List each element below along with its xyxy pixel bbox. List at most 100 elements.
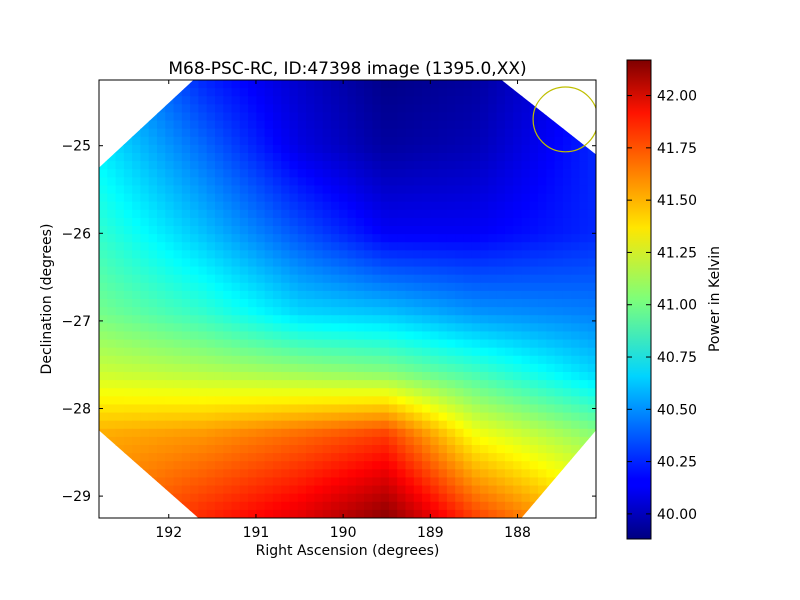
heatmap-cell (223, 144, 233, 154)
heatmap-cell (347, 136, 357, 146)
heatmap-cell (223, 136, 233, 146)
heatmap-cell (289, 282, 299, 292)
heatmap-cell (198, 234, 208, 243)
heatmap-cell (272, 428, 282, 438)
heatmap-cell (579, 120, 589, 130)
heatmap-cell (422, 136, 431, 146)
heatmap-cell (99, 355, 108, 365)
heatmap-cell (521, 331, 531, 341)
heatmap-cell (504, 128, 514, 138)
heatmap-cell (272, 226, 282, 235)
heatmap-cell (165, 477, 175, 487)
heatmap-cell (355, 315, 365, 324)
heatmap-cell (355, 217, 365, 227)
heatmap-cell (372, 193, 382, 203)
heatmap-cell (496, 315, 506, 324)
heatmap-cell (529, 217, 539, 227)
heatmap-cell (322, 185, 332, 195)
heatmap-cell (107, 209, 117, 219)
heatmap-cell (248, 388, 257, 397)
heatmap-cell (355, 428, 365, 438)
heatmap-cell (380, 258, 390, 268)
heatmap-cell (314, 380, 324, 389)
heatmap-cell (438, 258, 448, 268)
heatmap-cell (107, 428, 117, 438)
heatmap-cell (438, 363, 448, 373)
heatmap-cell (364, 274, 373, 284)
heatmap-cell (281, 501, 291, 511)
heatmap-cell (463, 485, 473, 495)
heatmap-cell (214, 461, 224, 470)
heatmap-cell (165, 136, 175, 146)
heatmap-cell (248, 80, 257, 89)
heatmap-cell (546, 217, 556, 227)
heatmap-cell (480, 177, 489, 187)
heatmap-cell (504, 193, 514, 203)
heatmap-cell (123, 412, 133, 422)
heatmap-cell (521, 112, 531, 122)
heatmap-cell (264, 153, 274, 162)
heatmap-cell (148, 485, 158, 495)
heatmap-cell (165, 339, 175, 349)
heatmap-cell (322, 355, 332, 365)
heatmap-cell (223, 380, 233, 389)
heatmap-cell (446, 485, 456, 495)
heatmap-cell (223, 250, 233, 260)
heatmap-cell (314, 234, 324, 243)
heatmap-cell (264, 509, 274, 518)
heatmap-cell (314, 420, 324, 430)
heatmap-cell (480, 355, 489, 365)
heatmap-cell (562, 323, 572, 333)
heatmap-cell (405, 461, 415, 470)
heatmap-cell (140, 501, 150, 511)
heatmap-cell (264, 282, 274, 292)
heatmap-cell (306, 161, 315, 170)
heatmap-cell (190, 445, 199, 454)
heatmap-cell (380, 161, 390, 170)
heatmap-cell (99, 339, 108, 349)
heatmap-cell (513, 363, 523, 373)
heatmap-cell (115, 420, 125, 430)
heatmap-cell (413, 185, 423, 195)
heatmap-cell (438, 282, 448, 292)
heatmap-cell (140, 128, 150, 138)
heatmap-cell (123, 185, 133, 195)
heatmap-cell (496, 80, 506, 89)
heatmap-cell (306, 136, 315, 146)
heatmap-cell (446, 372, 456, 381)
heatmap-cell (281, 201, 291, 211)
heatmap-cell (322, 477, 332, 487)
heatmap-cell (364, 104, 373, 114)
heatmap-cell (364, 453, 373, 462)
heatmap-cell (297, 493, 307, 503)
heatmap-cell (554, 380, 564, 389)
heatmap-cell (339, 177, 349, 187)
heatmap-cell (430, 461, 440, 470)
heatmap-cell (223, 242, 233, 251)
heatmap-cell (455, 485, 465, 495)
heatmap-cell (504, 242, 514, 251)
heatmap-cell (529, 347, 539, 357)
heatmap-cell (538, 420, 547, 430)
heatmap-cell (513, 428, 523, 438)
heatmap-cell (471, 477, 481, 487)
heatmap-cell (579, 250, 589, 260)
heatmap-cell (488, 493, 498, 503)
heatmap-cell (248, 420, 257, 430)
heatmap-cell (297, 388, 307, 397)
heatmap-cell (173, 396, 183, 406)
heatmap-cell (422, 509, 431, 518)
heatmap-cell (272, 501, 282, 511)
heatmap-cell (165, 250, 175, 260)
heatmap-cell (214, 485, 224, 495)
heatmap-cell (140, 396, 150, 406)
heatmap-cell (380, 477, 390, 487)
heatmap-cell (115, 250, 125, 260)
heatmap-cell (322, 307, 332, 316)
heatmap-cell (455, 144, 465, 154)
heatmap-cell (330, 226, 340, 235)
heatmap-cell (123, 461, 133, 470)
y-tick-label: −26 (61, 226, 91, 242)
heatmap-cell (173, 234, 183, 243)
heatmap-cell (123, 226, 133, 235)
